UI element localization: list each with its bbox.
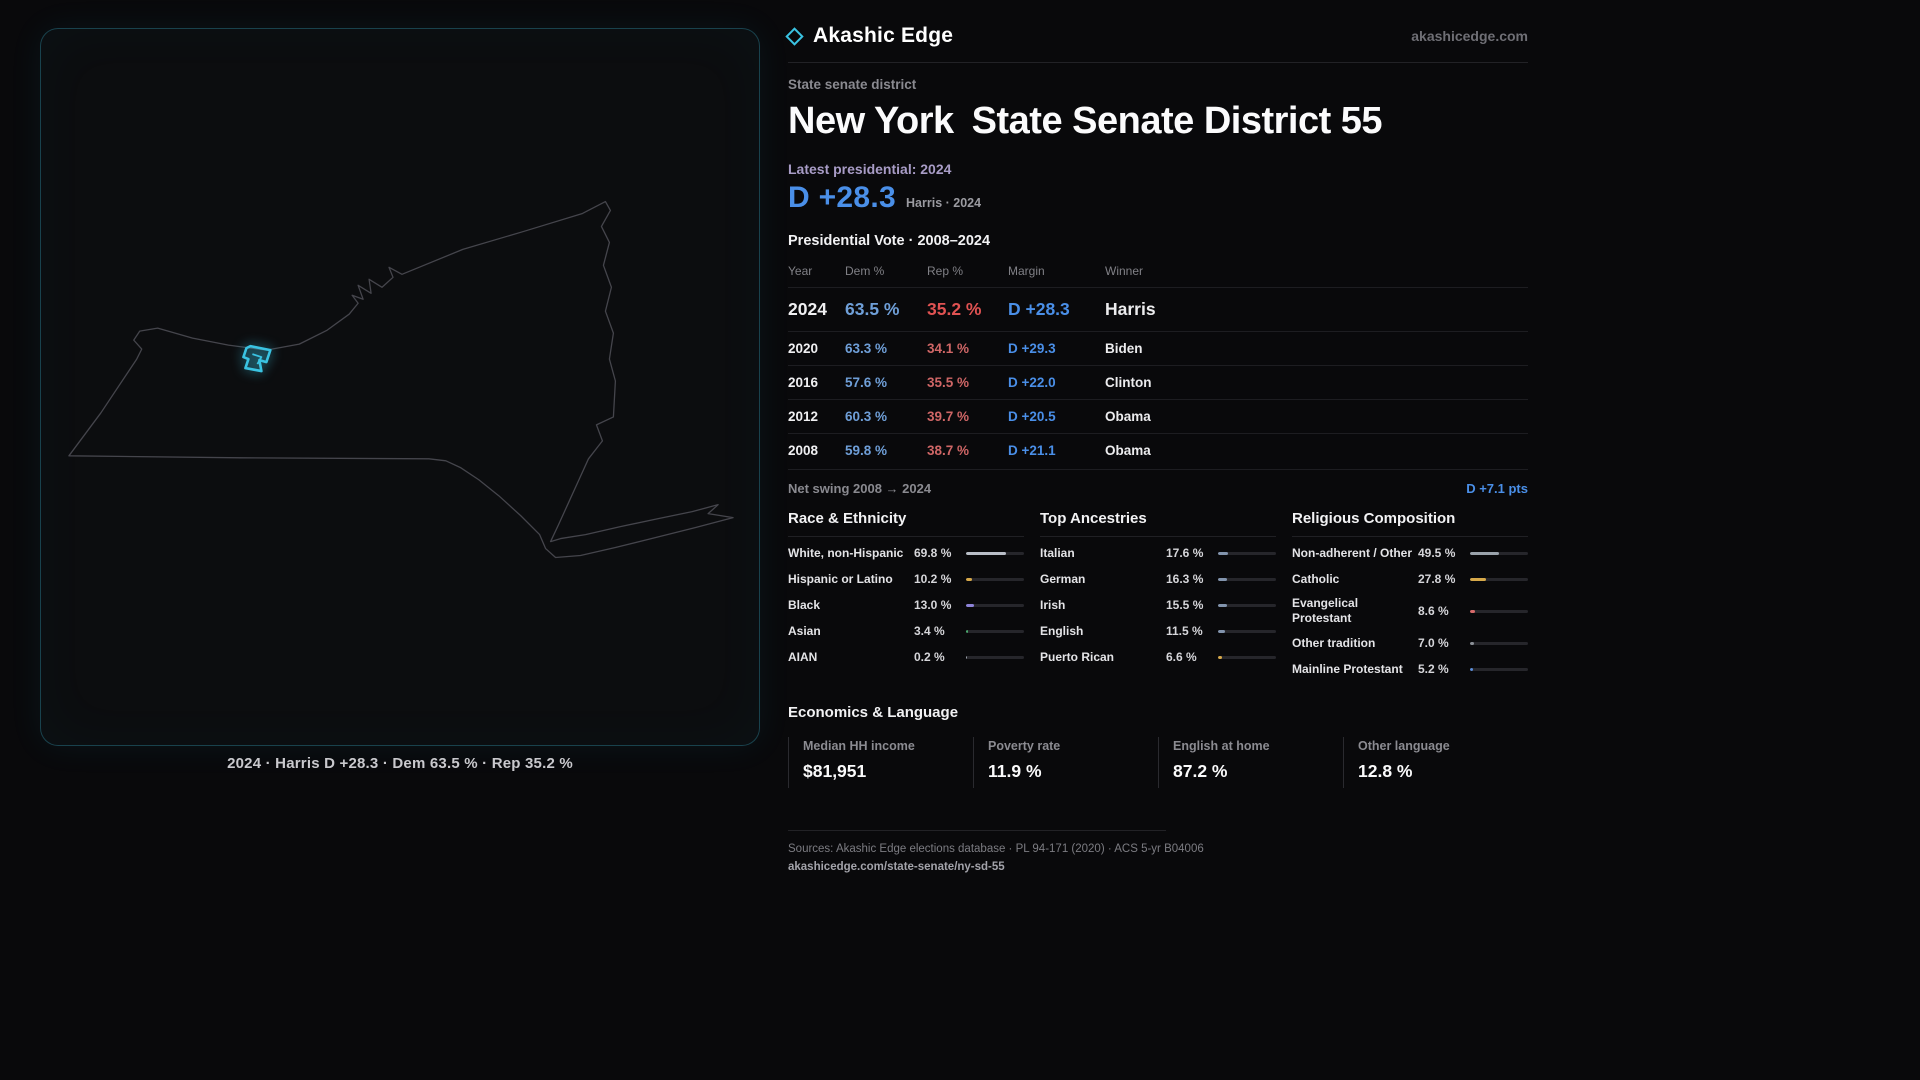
stat-bar [1470, 641, 1528, 645]
latest-margin-row: D +28.3 Harris · 2024 [788, 181, 1528, 215]
demo-row: Italian 17.6 % [1040, 540, 1276, 566]
stat-english-at-home: English at home 87.2 % [1158, 737, 1343, 788]
demographics-section: Race & Ethnicity White, non-Hispanic 69.… [788, 510, 1528, 682]
stat-poverty-rate: Poverty rate 11.9 % [973, 737, 1158, 788]
district-55-shape [242, 344, 272, 373]
brand: Akashic Edge [785, 24, 954, 48]
stat-bar [1470, 577, 1528, 581]
stat-bar [966, 629, 1024, 633]
economics-stats: Median HH income $81,951 Poverty rate 11… [788, 737, 1528, 788]
permalink[interactable]: akashicedge.com/state-senate/ny-sd-55 [788, 861, 1005, 873]
vote-row: 2024 63.5 % 35.2 % D +28.3 Harris [788, 287, 1528, 331]
ancestries-title: Top Ancestries [1040, 510, 1276, 537]
demo-row: Other tradition 7.0 % [1292, 630, 1528, 656]
stat-bar [1218, 603, 1276, 607]
demo-row: AIAN 0.2 % [788, 644, 1024, 670]
stat-median-income: Median HH income $81,951 [788, 737, 973, 788]
title-district: State Senate District 55 [971, 100, 1383, 142]
col-year: Year [788, 264, 813, 278]
stat-bar [1218, 655, 1276, 659]
info-panel: Akashic Edge akashicedge.com State senat… [785, 24, 1528, 873]
stat-bar [1470, 667, 1528, 671]
demo-row: Black 13.0 % [788, 592, 1024, 618]
vote-row: 2020 63.3 % 34.1 % D +29.3 Biden [788, 331, 1528, 365]
ny-state-map [68, 200, 734, 559]
demo-row: White, non-Hispanic 69.8 % [788, 540, 1024, 566]
ancestries-column: Top Ancestries Italian 17.6 % German 16.… [1040, 510, 1276, 682]
district-55-inner-boundary [252, 353, 263, 365]
stat-bar [1218, 577, 1276, 581]
col-dem: Dem % [845, 264, 885, 278]
col-winner: Winner [1105, 264, 1144, 278]
latest-margin-value: D +28.3 [788, 181, 897, 214]
map-panel [40, 28, 760, 746]
brand-diamond-icon [785, 26, 804, 46]
demo-row: Irish 15.5 % [1040, 592, 1276, 618]
demo-row: Hispanic or Latino 10.2 % [788, 566, 1024, 592]
vote-row: 2012 60.3 % 39.7 % D +20.5 Obama [788, 399, 1528, 433]
stat-bar [966, 577, 1024, 581]
vote-table-header: Year Dem % Rep % Margin Winner [788, 257, 1528, 287]
race-ethnicity-title: Race & Ethnicity [788, 510, 1024, 537]
vote-row: 2008 59.8 % 38.7 % D +21.1 Obama [788, 433, 1528, 467]
net-swing-label: Net swing 2008 → 2024 [788, 481, 932, 496]
net-swing-row: Net swing 2008 → 2024 D +7.1 pts [788, 469, 1528, 504]
demo-row: English 11.5 % [1040, 618, 1276, 644]
vote-row: 2016 57.6 % 35.5 % D +22.0 Clinton [788, 365, 1528, 399]
header: Akashic Edge akashicedge.com [785, 24, 1528, 63]
demo-row: Asian 3.4 % [788, 618, 1024, 644]
vote-table: Year Dem % Rep % Margin Winner 2024 63.5… [788, 257, 1528, 467]
demo-row: Evangelical Protestant 8.6 % [1292, 592, 1528, 630]
net-swing-value: D +7.1 pts [1466, 481, 1528, 496]
district-type-label: State senate district [788, 77, 917, 92]
stat-bar [1218, 629, 1276, 633]
footer-divider [788, 830, 1166, 831]
stat-bar [1470, 609, 1528, 613]
stat-bar [966, 603, 1024, 607]
stat-bar [966, 551, 1024, 555]
state-outline [68, 200, 734, 559]
stat-bar [1470, 551, 1528, 555]
demo-row: German 16.3 % [1040, 566, 1276, 592]
page-title: New York State Senate District 55 [788, 100, 1528, 143]
stat-bar [966, 655, 1024, 659]
latest-presidential-label: Latest presidential: 2024 [788, 161, 952, 177]
race-ethnicity-column: Race & Ethnicity White, non-Hispanic 69.… [788, 510, 1024, 682]
brand-name: Akashic Edge [813, 24, 954, 47]
religion-column: Religious Composition Non-adherent / Oth… [1292, 510, 1528, 682]
latest-margin-detail: Harris · 2024 [906, 196, 982, 210]
stat-other-language: Other language 12.8 % [1343, 737, 1528, 788]
col-rep: Rep % [927, 264, 964, 278]
col-margin: Margin [1008, 264, 1045, 278]
demo-row: Mainline Protestant 5.2 % [1292, 656, 1528, 682]
demo-row: Non-adherent / Other 49.5 % [1292, 540, 1528, 566]
religion-title: Religious Composition [1292, 510, 1528, 537]
vote-table-title: Presidential Vote · 2008–2024 [788, 233, 991, 249]
stat-bar [1218, 551, 1276, 555]
demo-row: Catholic 27.8 % [1292, 566, 1528, 592]
title-region: New York [788, 100, 954, 142]
map-caption: 2024 · Harris D +28.3 · Dem 63.5 % · Rep… [227, 755, 573, 772]
economics-title: Economics & Language [788, 704, 959, 721]
site-link[interactable]: akashicedge.com [1411, 28, 1528, 44]
demo-row: Puerto Rican 6.6 % [1040, 644, 1276, 670]
sources-text: Sources: Akashic Edge elections database… [788, 843, 1204, 855]
